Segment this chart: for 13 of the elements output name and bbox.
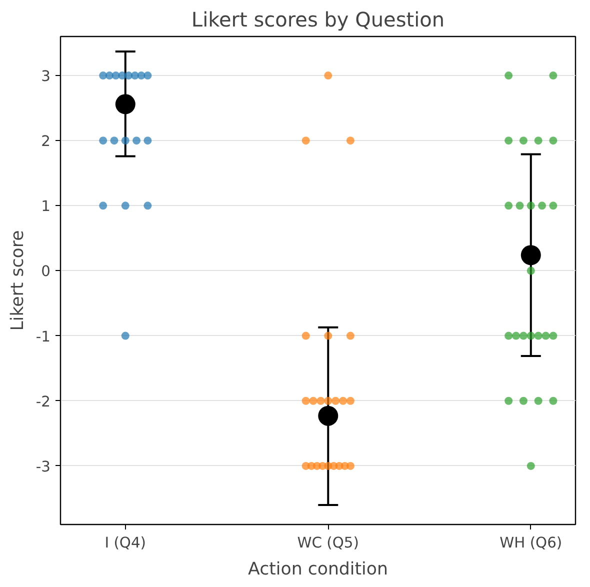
x-tick-label: WH (Q6) xyxy=(500,534,562,552)
y-tick-label: 0 xyxy=(41,263,51,280)
y-tick-label: -3 xyxy=(36,458,51,476)
y-tick-label: -1 xyxy=(36,328,51,346)
x-tick-label: I (Q4) xyxy=(104,534,146,552)
y-tick-label: 2 xyxy=(41,133,51,150)
y-tick-label: -2 xyxy=(36,393,51,410)
x-axis-title: Action condition xyxy=(248,560,388,580)
y-tick-label: 1 xyxy=(41,198,51,216)
y-axis-title: Likert score xyxy=(8,230,28,331)
y-tick-label: 3 xyxy=(41,68,51,86)
chart-title: Likert scores by Question xyxy=(191,8,445,32)
x-tick-label: WC (Q5) xyxy=(297,534,359,552)
